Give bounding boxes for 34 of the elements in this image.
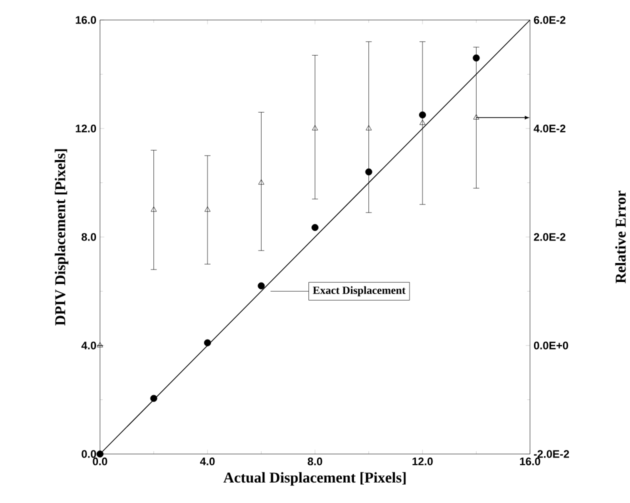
point — [365, 168, 372, 176]
point — [204, 339, 211, 346]
x-axis-title: Actual Displacement [Pixels] — [223, 472, 406, 486]
y2-axis-title: Relative Error — [615, 190, 626, 284]
point — [96, 450, 104, 458]
x-tick-label: 16.0 — [520, 458, 540, 466]
x-tick-label: 8.0 — [308, 458, 322, 466]
point — [204, 206, 210, 212]
x-tick-label: 0.0 — [92, 458, 108, 466]
point — [473, 114, 480, 120]
point — [312, 224, 318, 231]
y-tick-label: 8.0 — [82, 233, 96, 241]
point — [97, 342, 103, 348]
point — [150, 394, 158, 402]
x-tick-label: 4.0 — [200, 458, 215, 466]
point — [258, 282, 265, 290]
point — [312, 125, 318, 130]
y-tick-label: 4.0 — [81, 342, 96, 350]
y2-tick-label: 6.0E-2 — [534, 16, 566, 24]
y2-tick-label: -2.0E-2 — [534, 450, 570, 458]
point — [472, 54, 480, 62]
point — [420, 120, 426, 125]
y-tick-label: 0.0 — [82, 450, 96, 458]
y-tick-label: 16.0 — [76, 16, 96, 24]
annotation: Exact Displacement — [312, 286, 406, 296]
y-axis-title: DPIV Displacement [Pixels] — [54, 149, 68, 326]
x-tick-label: 12.0 — [412, 458, 433, 466]
y2-tick-label: 2.0E-2 — [534, 233, 566, 241]
y2-tick-label: 0.0E+0 — [534, 342, 568, 350]
point — [258, 179, 264, 185]
y2-tick-label: 4.0E-2 — [534, 124, 566, 132]
point — [150, 206, 157, 212]
point — [366, 125, 372, 130]
y-tick-label: 12.0 — [76, 124, 96, 132]
